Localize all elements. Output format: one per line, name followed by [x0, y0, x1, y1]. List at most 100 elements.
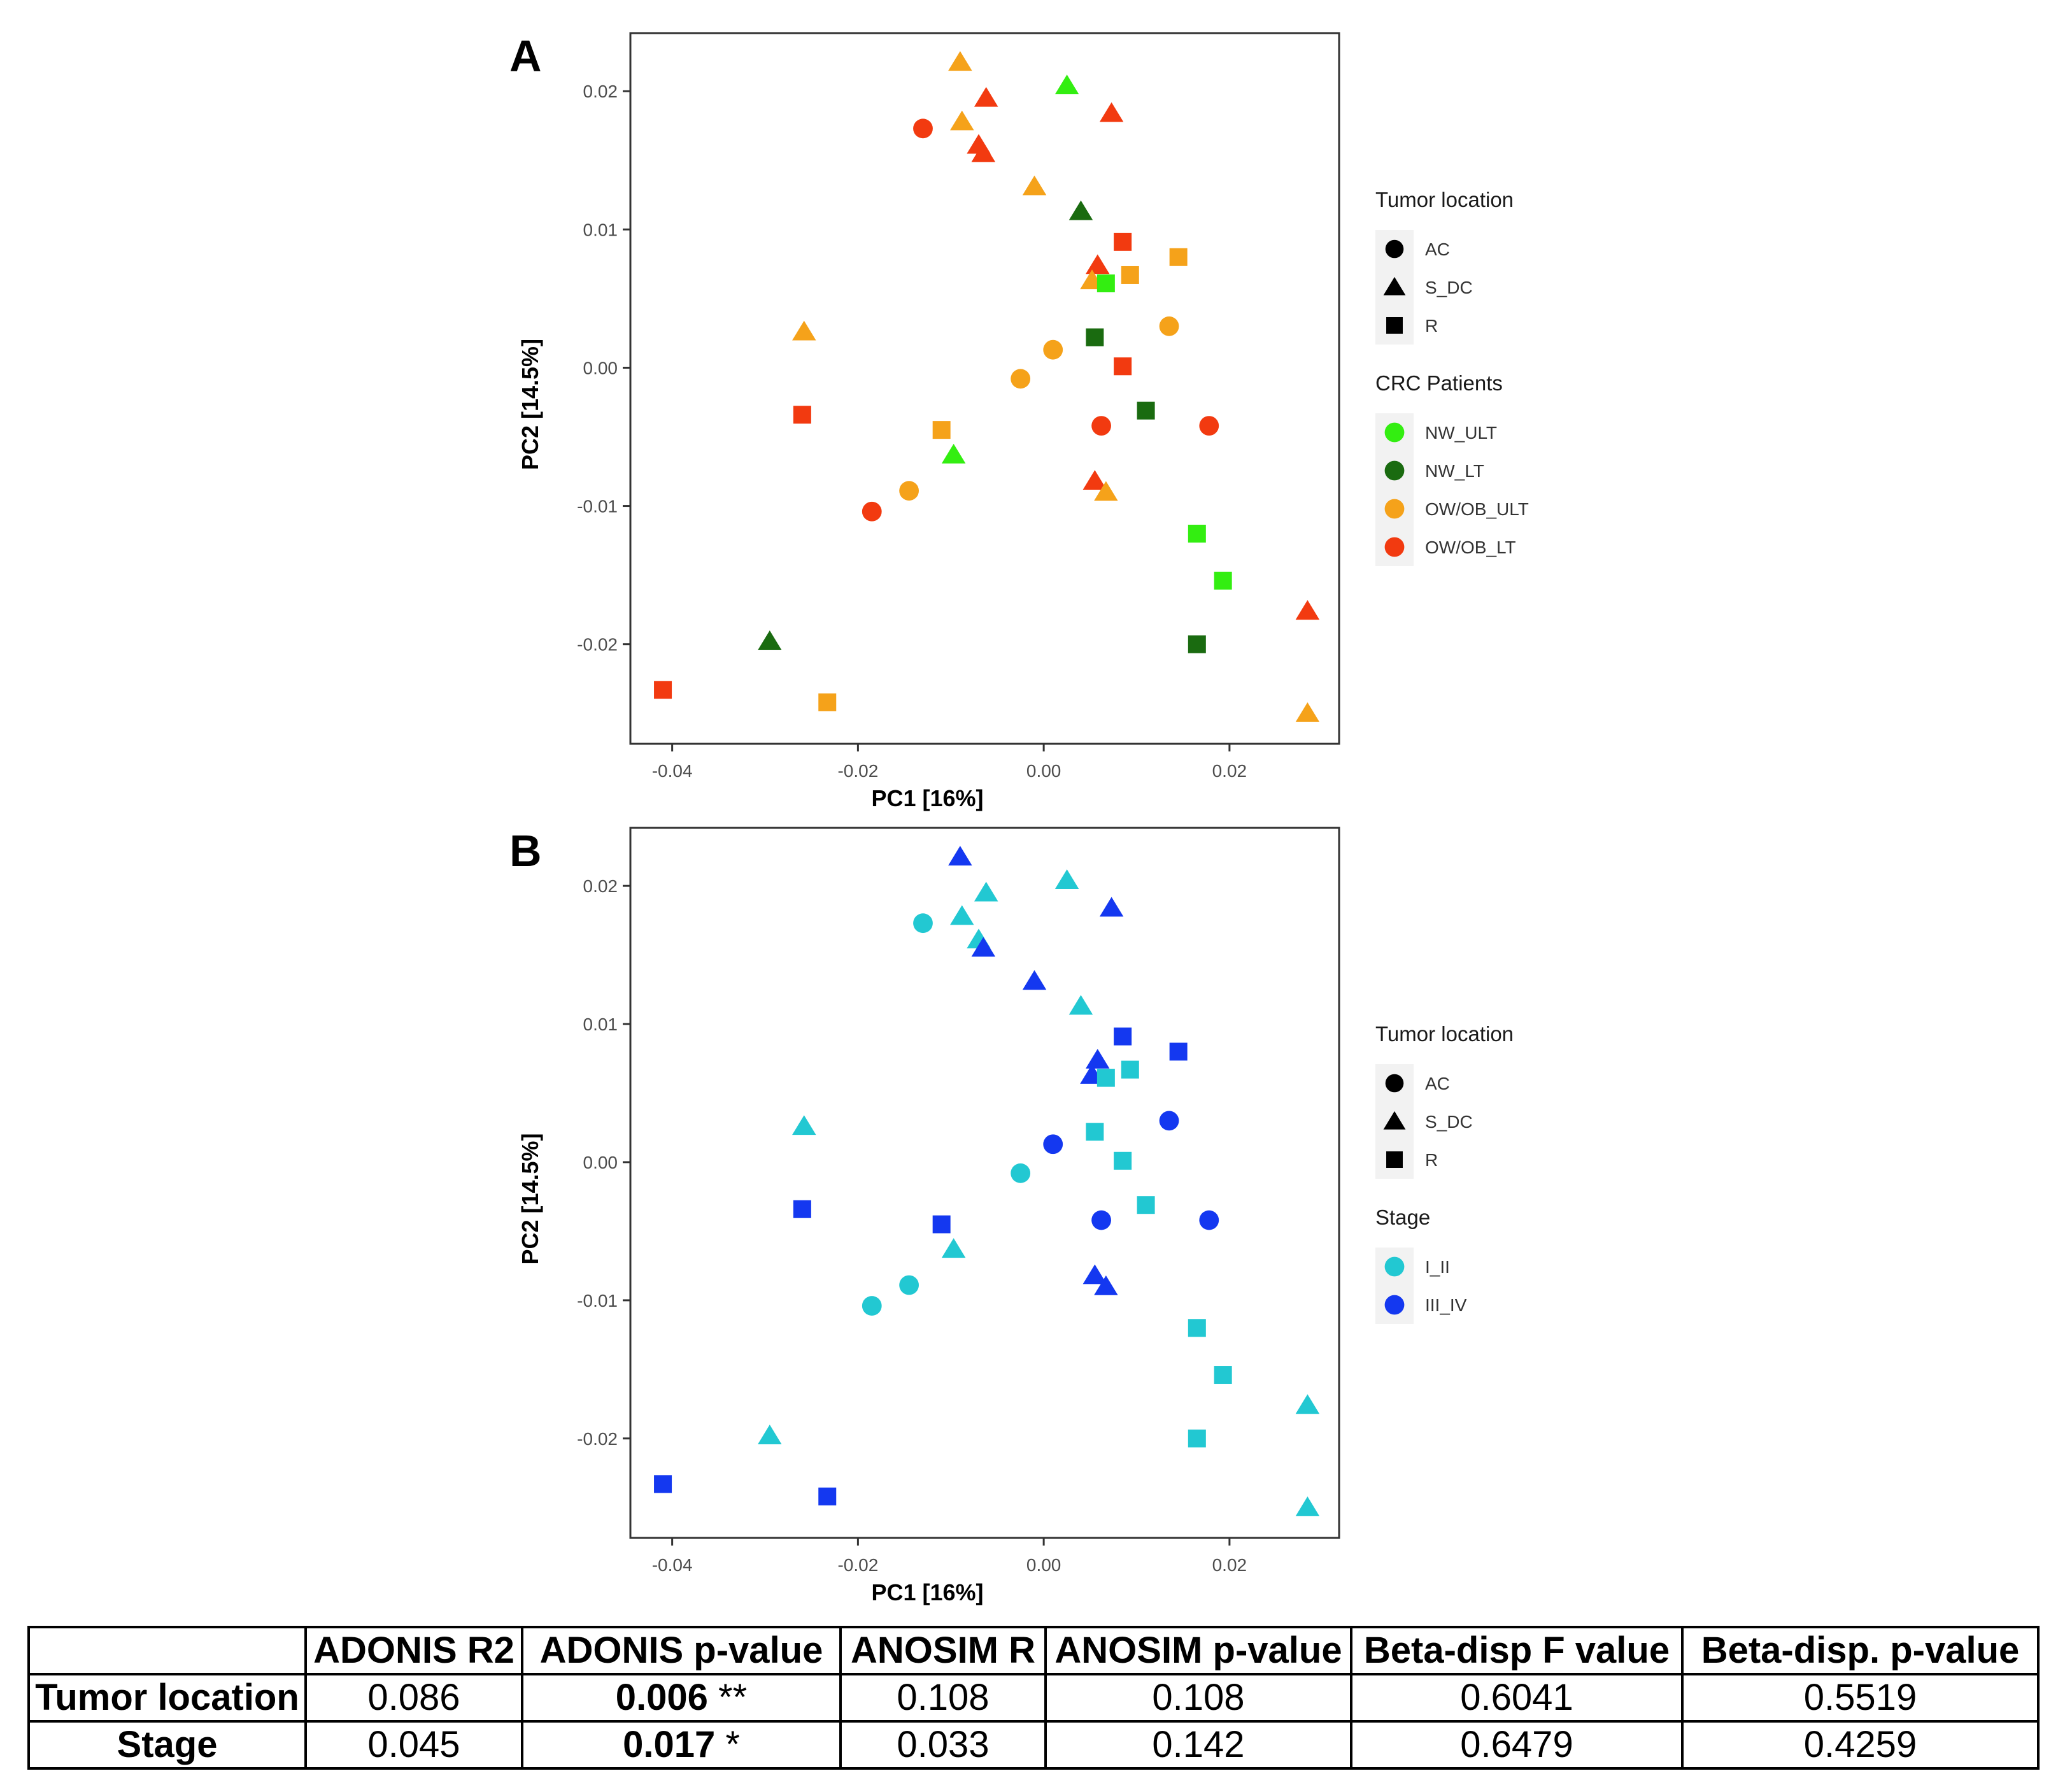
table-row: Tumor location 0.086 0.006 ** 0.108 0.10…: [27, 1673, 2040, 1723]
y-axis-title: PC2 [14.5%]: [517, 1133, 543, 1264]
x-tick-label: 0.02: [1212, 1555, 1247, 1575]
legend-color-key: [1384, 499, 1405, 519]
y-tick-label: 0.02: [583, 876, 618, 896]
data-point: [1085, 254, 1110, 274]
data-point: [1121, 266, 1139, 284]
data-point: [862, 1296, 882, 1316]
legend-shape-key: [1383, 1111, 1406, 1130]
data-point: [1054, 869, 1079, 889]
data-point: [1137, 1196, 1155, 1214]
stats-table: ADONIS R2 ADONIS p-value ANOSIM R ANOSIM…: [27, 1626, 2040, 1770]
data-point: [654, 681, 672, 699]
data-point: [818, 1487, 837, 1505]
data-point: [932, 421, 951, 439]
table-header-cell: ANOSIM p-value: [1044, 1626, 1352, 1675]
data-point: [974, 881, 998, 902]
data-point: [1199, 1210, 1219, 1230]
legend-label: S_DC: [1425, 1112, 1473, 1132]
data-point: [792, 320, 816, 341]
legend-color-key: [1384, 537, 1405, 557]
legend-label: AC: [1425, 239, 1450, 259]
data-point: [1137, 401, 1155, 420]
legend-shape-key: [1386, 1151, 1403, 1168]
data-point: [1099, 897, 1124, 917]
y-tick-label: -0.02: [577, 635, 618, 655]
data-point: [1043, 339, 1063, 360]
data-point: [1011, 1163, 1031, 1183]
y-tick-label: -0.02: [577, 1429, 618, 1449]
panel-a: A -0.04 -0.02 0.00 0.02 -0.02 -0.01 0.00 0.01 0.0…: [509, 31, 1529, 811]
adonis-p-value: 0.006: [615, 1677, 708, 1718]
table-header-cell: Beta-disp. p-value: [1681, 1626, 2040, 1675]
legend-label: R: [1425, 316, 1438, 336]
data-point: [1022, 970, 1047, 990]
data-point: [1094, 1275, 1118, 1295]
color-legend-title: Stage: [1375, 1205, 1430, 1229]
data-point: [950, 110, 974, 131]
legend-shape-key: [1385, 239, 1404, 259]
data-point: [1043, 1134, 1063, 1155]
data-point: [950, 905, 974, 925]
y-tick-label: 0.01: [583, 220, 618, 239]
data-point: [1068, 200, 1093, 220]
legend-label: III_IV: [1425, 1295, 1467, 1315]
betadisp-p-cell: 0.5519: [1681, 1673, 2040, 1723]
pcoa-figure: A -0.04 -0.02 0.00 0.02 -0.02 -0.01 0.00 0.01 0.0…: [509, 31, 1529, 1605]
data-point: [1082, 1264, 1107, 1284]
adonis-r2-cell: 0.086: [304, 1673, 523, 1723]
anosim-r-cell: 0.033: [839, 1720, 1047, 1770]
legend-label: R: [1425, 1150, 1438, 1170]
legend-shape-key: [1383, 276, 1406, 295]
data-point: [1295, 1496, 1320, 1516]
x-axis-title: PC1 [16%]: [871, 785, 983, 811]
data-point: [1188, 635, 1206, 653]
data-point: [1068, 995, 1093, 1015]
data-point: [1011, 369, 1031, 389]
significance-stars: **: [707, 1677, 748, 1718]
y-tick-label: 0.02: [583, 82, 618, 101]
data-point: [1094, 481, 1118, 501]
data-point: [913, 913, 933, 934]
legend-label: S_DC: [1425, 278, 1473, 297]
data-point: [1096, 274, 1115, 292]
row-label: Tumor location: [27, 1673, 307, 1723]
x-tick-label: -0.02: [837, 761, 878, 781]
data-point: [1159, 316, 1179, 336]
shape-legend-title: Tumor location: [1375, 1022, 1514, 1046]
data-point: [792, 1115, 816, 1135]
data-point: [793, 1200, 811, 1218]
anosim-r-cell: 0.108: [839, 1673, 1047, 1723]
data-point: [1159, 1111, 1179, 1131]
adonis-r2-cell: 0.045: [304, 1720, 523, 1770]
legend-label: NW_ULT: [1425, 423, 1497, 443]
y-axis-title: PC2 [14.5%]: [517, 339, 543, 470]
shape-legend-title: Tumor location: [1375, 188, 1514, 211]
y-tick-label: 0.00: [583, 1153, 618, 1172]
data-point: [1086, 328, 1104, 346]
legend-shape-key: [1385, 1074, 1404, 1093]
data-point: [1114, 1027, 1132, 1046]
x-tick-label: 0.00: [1026, 1555, 1061, 1575]
data-point: [1114, 357, 1132, 376]
data-point: [1099, 102, 1124, 122]
data-point: [941, 443, 966, 464]
data-point: [1085, 1049, 1110, 1069]
adonis-p-cell: 0.006 **: [521, 1673, 842, 1723]
data-point: [1169, 1042, 1188, 1061]
plot-frame: [629, 32, 1340, 745]
adonis-p-value: 0.017: [623, 1724, 716, 1765]
betadisp-p-cell: 0.4259: [1681, 1720, 2040, 1770]
data-point: [941, 1238, 966, 1258]
anosim-p-cell: 0.108: [1044, 1673, 1352, 1723]
data-point: [1082, 470, 1107, 490]
data-point: [974, 87, 998, 107]
legend-color-key: [1384, 460, 1405, 481]
data-point: [1295, 1394, 1320, 1414]
data-point: [1022, 175, 1047, 196]
data-point: [1188, 1319, 1206, 1337]
y-tick-label: -0.01: [577, 497, 618, 516]
data-point: [1121, 1060, 1139, 1079]
data-point: [948, 51, 972, 71]
plot-frame: [629, 827, 1340, 1539]
anosim-p-cell: 0.142: [1044, 1720, 1352, 1770]
